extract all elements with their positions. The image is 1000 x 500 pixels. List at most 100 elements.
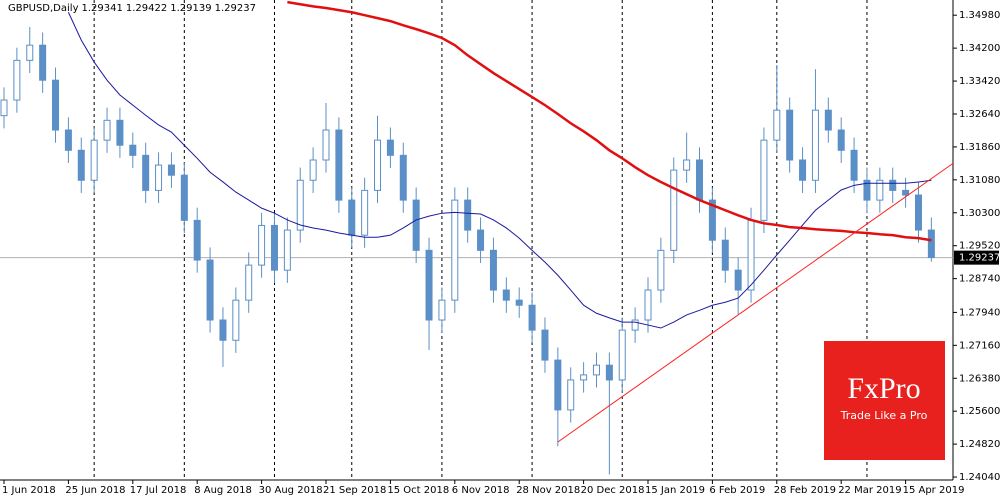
quote: 1.29422 [125, 3, 168, 14]
x-tick-label: 20 Dec 2018 [581, 485, 645, 496]
trendline [557, 162, 954, 443]
candle-body [412, 199, 420, 251]
candle-body [348, 199, 356, 236]
candle-body [592, 364, 600, 376]
candle-body [683, 159, 691, 171]
candle-body [26, 44, 34, 61]
candle-body [77, 149, 85, 181]
candle-body [142, 154, 150, 191]
candle-body [618, 329, 626, 381]
candle-body [567, 379, 575, 411]
candle-body [786, 109, 794, 161]
candle-body [245, 264, 253, 301]
x-tick-label: 8 Aug 2018 [194, 485, 252, 496]
symbol: GBPUSD,Daily [8, 3, 79, 14]
x-tick-label: 17 Jul 2018 [130, 485, 187, 496]
candle-body [631, 319, 639, 331]
candle-body [322, 129, 330, 161]
candle-body [167, 164, 175, 176]
candle-body [721, 239, 729, 271]
candle-body [708, 199, 716, 241]
candle-body [258, 224, 266, 266]
y-tick-label: 1.27160 [959, 340, 1000, 351]
x-tick-label: 1 Jun 2018 [2, 485, 56, 496]
last-price-box [954, 250, 999, 265]
y-tick-label: 1.27940 [959, 307, 1000, 318]
candle-body [670, 169, 678, 251]
y-tick-label: 1.33420 [959, 76, 1000, 87]
y-tick-label: 1.28740 [959, 274, 1000, 285]
candle-body [605, 364, 613, 381]
y-tick-label: 1.31860 [959, 142, 1000, 153]
x-tick-label: 15 Apr 2019 [903, 485, 965, 496]
last-price-label: 1.29237 [959, 253, 1000, 264]
x-tick-label: 6 Nov 2018 [452, 485, 510, 496]
candle-body [811, 109, 819, 181]
candle-body [876, 179, 884, 201]
quote: 1.29139 [170, 3, 212, 14]
y-tick-label: 1.24820 [959, 439, 1000, 450]
candle-body [296, 179, 304, 231]
candle-body [760, 139, 768, 221]
candle-body [515, 299, 523, 306]
candle-body [116, 119, 124, 146]
candle-body [863, 179, 871, 201]
candle-body [580, 374, 588, 381]
candle-body [425, 249, 433, 321]
candle-body [914, 194, 922, 231]
candle-body [193, 219, 201, 261]
candle-body [850, 149, 858, 181]
candle-body [773, 109, 781, 141]
candle-body [747, 219, 755, 291]
candle-body [657, 249, 665, 291]
candle-body [399, 154, 407, 201]
candle-body [502, 289, 510, 301]
header: GBPUSD,Daily 1.29341 1.29422 1.29139 1.29237 [8, 3, 259, 14]
candle-body [0, 99, 8, 117]
y-tick-label: 1.34200 [959, 43, 1000, 54]
candle-body [232, 299, 240, 341]
candle-body [837, 129, 845, 151]
candle-body [734, 269, 742, 291]
quote: 1.29237 [214, 3, 256, 14]
candle-body [90, 139, 98, 181]
candle-body [477, 229, 485, 251]
candle-body [335, 129, 343, 201]
candle-body [889, 179, 897, 191]
y-tick-label: 1.34980 [959, 10, 1000, 21]
candle-body [451, 199, 459, 301]
candle-body [644, 289, 652, 321]
logo-name: FxPro [847, 372, 920, 405]
candle-body [489, 249, 497, 291]
candle-body [39, 44, 47, 81]
candle-body [902, 189, 910, 196]
candle-body [799, 159, 807, 181]
candle-body [270, 224, 278, 271]
candle-body [927, 229, 935, 259]
candle-body [464, 199, 472, 231]
candle-body [824, 109, 832, 131]
y-tick-label: 1.31080 [959, 175, 1000, 186]
x-tick-label: 6 Feb 2019 [709, 485, 765, 496]
candle-body [206, 259, 214, 321]
moving-average [67, 12, 932, 329]
y-tick-label: 1.25600 [959, 406, 1000, 417]
quote: 1.29341 [81, 3, 123, 14]
candle-body [283, 229, 291, 271]
candle-body [13, 59, 21, 101]
candle-body [696, 159, 704, 201]
candle-body [52, 79, 60, 131]
x-tick-label: 22 Mar 2019 [838, 485, 901, 496]
x-tick-label: 25 Jun 2018 [65, 485, 125, 496]
x-tick-label: 28 Feb 2019 [774, 485, 836, 496]
candle-body [219, 319, 227, 341]
candle-body [155, 164, 163, 191]
candle-body [103, 119, 111, 141]
logo-box [824, 341, 945, 460]
candle-body [129, 144, 137, 156]
candle-body [554, 359, 562, 411]
x-tick-label: 15 Oct 2018 [387, 485, 449, 496]
x-tick-label: 30 Aug 2018 [259, 485, 323, 496]
